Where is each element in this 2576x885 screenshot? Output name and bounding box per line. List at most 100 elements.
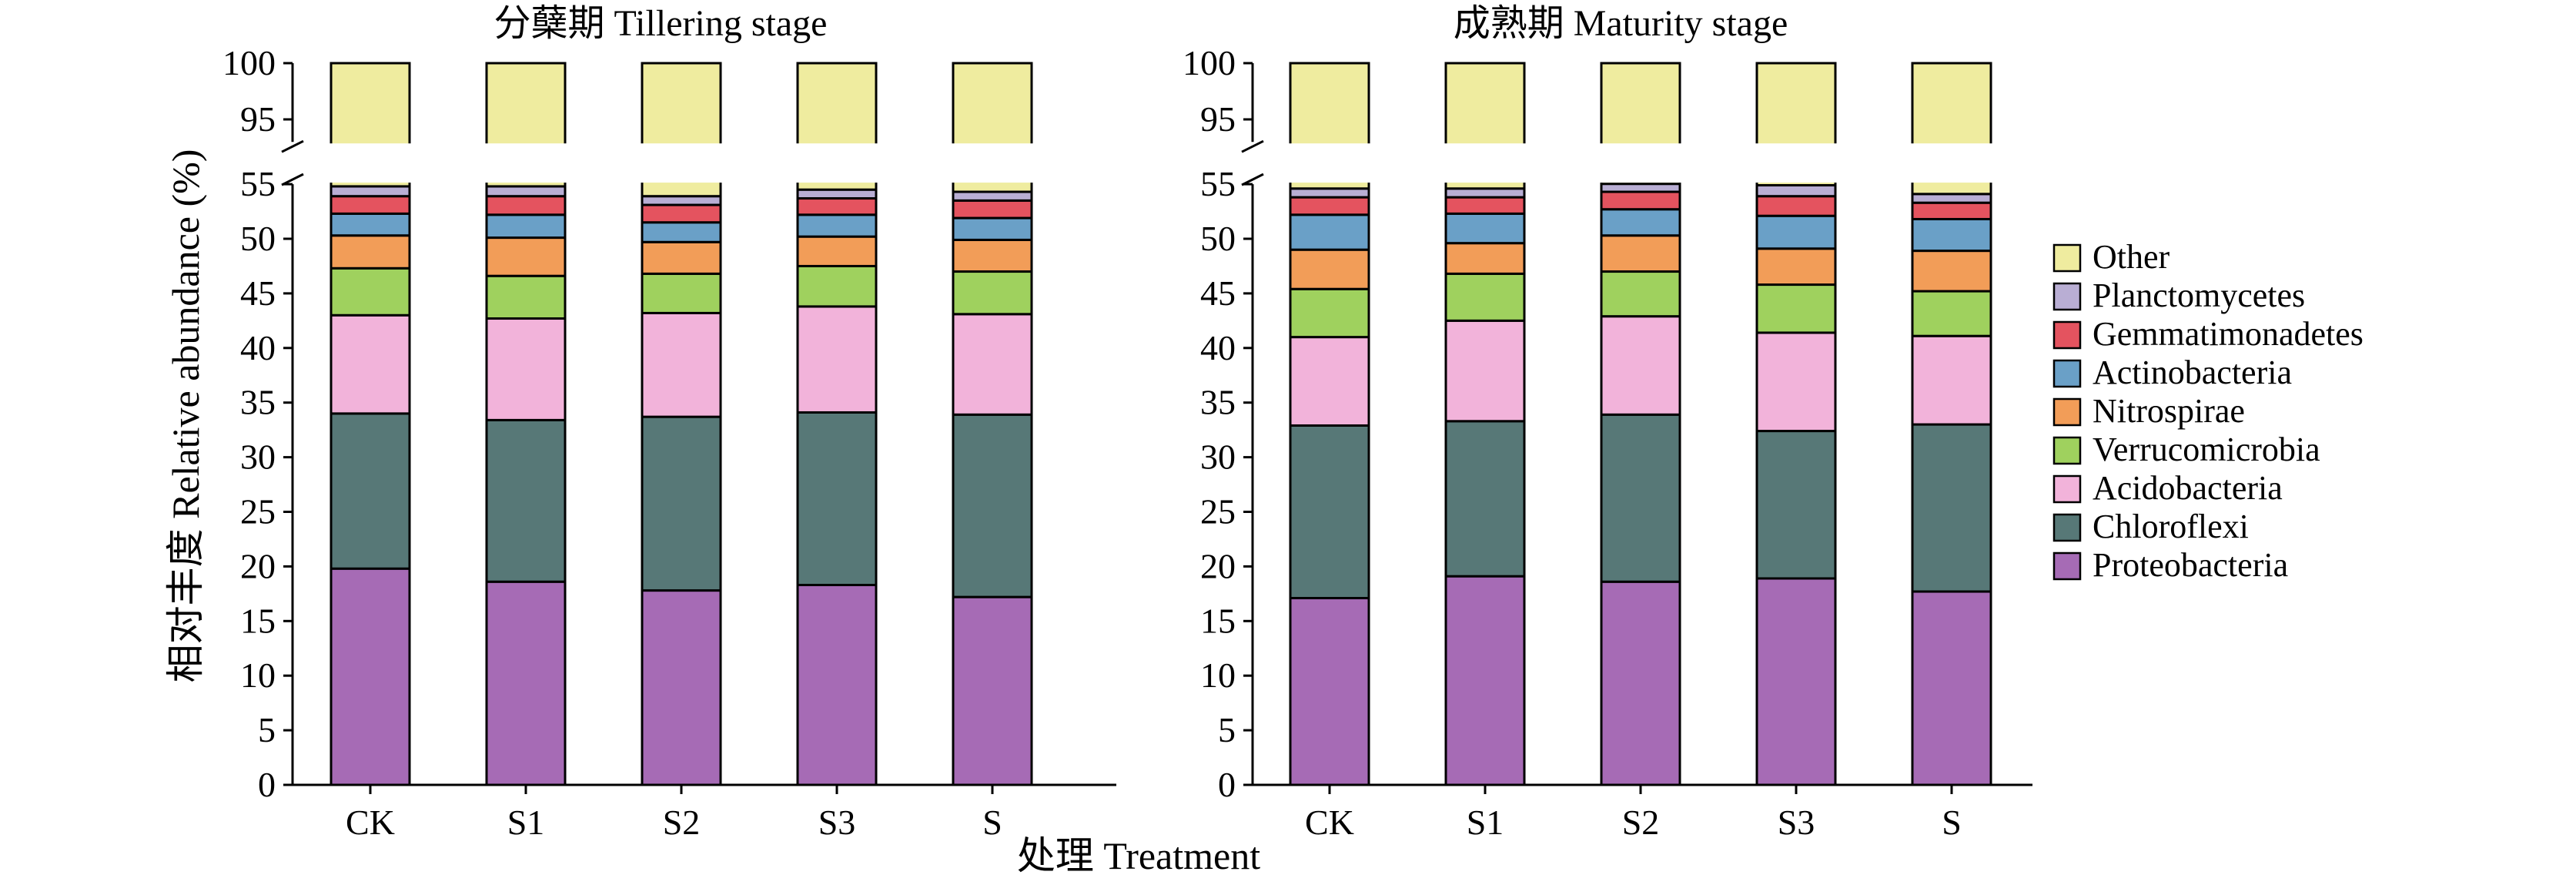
legend-swatch [2052, 513, 2082, 542]
y-tick-label: 50 [240, 219, 276, 258]
y-tick-label: 0 [1218, 765, 1236, 804]
panel-title: 分蘖期 Tillering stage [494, 3, 828, 44]
y-tick-label: 30 [240, 437, 276, 477]
x-tick-label: S2 [663, 803, 701, 842]
x-axis-title: 处理 Treatment [1017, 834, 1260, 877]
legend-item-planctomycetes: Planctomycetes [2052, 277, 2305, 314]
legend-swatch [2052, 397, 2082, 427]
y-tick-label: 95 [240, 99, 276, 139]
legend-label: Acidobacteria [2093, 469, 2283, 507]
panel-title: 成熟期 Maturity stage [1454, 3, 1788, 44]
legend-swatch [2052, 359, 2082, 388]
bar-segment-proteobacteria [1755, 577, 1837, 786]
bar-segment-verrucomicrobia [1755, 283, 1837, 334]
bar-segment-acidobacteria [796, 305, 878, 414]
bar-segment-proteobacteria [485, 580, 567, 786]
bar-segment-planctomycetes [952, 190, 1033, 202]
legend-label: Verrucomicrobia [2093, 431, 2320, 468]
bar-segment-nitrospirae [796, 235, 878, 267]
legend-item-proteobacteria: Proteobacteria [2052, 546, 2288, 584]
tillering-stage-panel: 分蘖期 Tillering stage CK S1 S2 S3 S 0 5 10 15 20 25 30… [222, 3, 1121, 842]
y-tick-label: 35 [240, 383, 276, 422]
bar-segment-acidobacteria [641, 311, 722, 418]
y-tick-label: 15 [240, 601, 276, 640]
x-tick-label: S1 [507, 803, 545, 842]
bar-segment-verrucomicrobia [641, 272, 722, 314]
bar-segment-proteobacteria [1600, 580, 1681, 786]
bar-segment-nitrospirae [1755, 247, 1837, 287]
bar-segment-acidobacteria [330, 313, 411, 415]
legend-swatch [2052, 282, 2082, 311]
y-tick-label: 0 [258, 765, 276, 804]
bar-segment-chloroflexi [1600, 413, 1681, 583]
bar-segment-planctomycetes [796, 188, 878, 200]
bar-segment-gemmatimonadetes [952, 199, 1033, 220]
bar-segment-acidobacteria [952, 313, 1033, 416]
bar-segment-planctomycetes [1444, 187, 1526, 199]
bar-segment-planctomycetes [641, 195, 722, 206]
bar-segment-actinobacteria [796, 213, 878, 238]
bar-segment-nitrospirae [1444, 242, 1526, 275]
bar-segment-acidobacteria [1444, 319, 1526, 423]
bar-s3 [1755, 62, 1837, 786]
legend-label: Gemmatimonadetes [2093, 315, 2364, 353]
y-tick-label: 15 [1200, 601, 1236, 640]
y-tick-label: 45 [240, 273, 276, 313]
legend-item-acidobacteria: Acidobacteria [2052, 469, 2283, 507]
bar-segment-verrucomicrobia [952, 270, 1033, 316]
bar-segment-proteobacteria [796, 584, 878, 786]
bar-segment-verrucomicrobia [1444, 272, 1526, 322]
bar-ck [330, 62, 411, 786]
bar-segment-proteobacteria [1289, 597, 1370, 786]
bar-segment-actinobacteria [330, 212, 411, 237]
legend-label: Planctomycetes [2093, 277, 2305, 314]
bar-segment-planctomycetes [1755, 184, 1837, 198]
y-axis-title: 相对丰度 Relative abundance (%) [164, 149, 207, 683]
y-tick-label: 50 [1200, 219, 1236, 258]
bar-segment-actinobacteria [641, 221, 722, 243]
y-tick-label: 20 [240, 546, 276, 585]
y-tick-label: 55 [1200, 164, 1236, 203]
y-tick-label: 25 [240, 492, 276, 531]
legend-label: Actinobacteria [2093, 354, 2292, 391]
bar-segment-nitrospirae [330, 234, 411, 270]
y-tick-label: 45 [1200, 273, 1236, 313]
axis-break-mark [281, 139, 304, 153]
bar-segment-gemmatimonadetes [1289, 196, 1370, 216]
bar-segment-chloroflexi [485, 418, 567, 583]
bar-segment-verrucomicrobia [1600, 270, 1681, 318]
bar-segment-verrucomicrobia [1289, 287, 1370, 339]
bar-segment-gemmatimonadetes [796, 197, 878, 216]
bar-segment-actinobacteria [1755, 214, 1837, 250]
bar-segment-acidobacteria [485, 317, 567, 421]
bar-s [952, 62, 1033, 786]
y-tick-label: 40 [240, 328, 276, 367]
x-tick-label: CK [1305, 803, 1354, 842]
y-tick-label: 30 [1200, 437, 1236, 477]
bar-segment-chloroflexi [796, 411, 878, 587]
y-tick-label: 5 [1218, 710, 1236, 749]
bar-segment-nitrospirae [952, 238, 1033, 273]
y-tick-label: 100 [1183, 43, 1236, 82]
bar-segment-gemmatimonadetes [485, 195, 567, 216]
bar-segment-actinobacteria [1911, 217, 1992, 253]
axis-break-gap [1248, 143, 2037, 183]
bar-segment-acidobacteria [1755, 331, 1837, 433]
x-tick-label: CK [346, 803, 395, 842]
x-tick-label: S2 [1622, 803, 1660, 842]
y-tick-label: 40 [1200, 328, 1236, 367]
y-tick-label: 25 [1200, 492, 1236, 531]
y-tick-label: 95 [1200, 99, 1236, 139]
y-tick-label: 10 [240, 655, 276, 695]
bar-segment-chloroflexi [641, 415, 722, 592]
bar-segment-nitrospirae [1600, 234, 1681, 273]
bar-segment-gemmatimonadetes [1444, 196, 1526, 215]
bar-segment-chloroflexi [1755, 430, 1837, 580]
legend-label: Other [2093, 238, 2170, 276]
bar-segment-proteobacteria [1911, 590, 1992, 786]
axis-break-gap [288, 143, 1121, 183]
x-tick-label: S3 [1778, 803, 1815, 842]
bar-segment-gemmatimonadetes [1911, 201, 1992, 220]
bar-segment-proteobacteria [641, 589, 722, 786]
legend-label: Nitrospirae [2093, 392, 2245, 430]
